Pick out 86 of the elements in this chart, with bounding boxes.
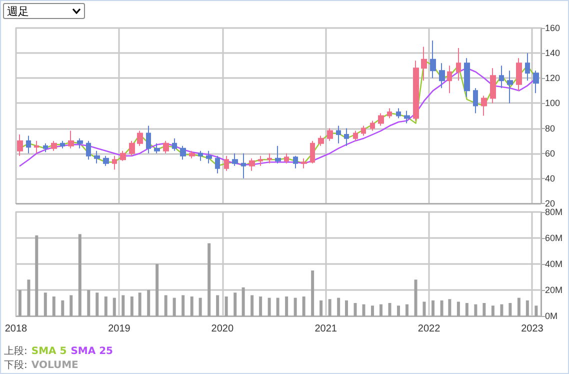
candlestick: [68, 130, 74, 149]
candlestick: [60, 140, 65, 149]
candlestick: [34, 140, 39, 154]
candlestick: [318, 135, 324, 146]
candlestick: [198, 150, 203, 162]
candlestick: [439, 62, 445, 89]
y-tick-label: 80M: [545, 207, 563, 217]
candlestick: [112, 155, 117, 170]
candlestick: [137, 130, 143, 146]
y-tick-label: 120: [545, 73, 560, 84]
candlestick: [189, 150, 195, 159]
candlestick: [301, 158, 307, 169]
x-tick-label: 2021: [314, 324, 338, 334]
candlestick: [77, 138, 83, 149]
text: 上段:: [4, 346, 28, 357]
candlestick: [353, 130, 358, 142]
candlestick: [293, 155, 298, 169]
text: SMA 5: [31, 346, 67, 357]
candlestick: [224, 155, 229, 172]
candlestick: [447, 65, 452, 94]
candlestick: [310, 140, 315, 164]
candlestick: [370, 120, 375, 132]
x-tick-label: 2023: [521, 324, 544, 334]
candlestick: [146, 125, 151, 154]
candlestick: [473, 88, 478, 114]
y-tick-label: 80: [545, 123, 556, 134]
candlestick: [163, 140, 169, 154]
candlestick: [180, 145, 186, 160]
candlestick: [206, 150, 212, 164]
text: VOLUME: [31, 360, 78, 371]
candlestick: [267, 152, 272, 164]
candlestick: [344, 128, 349, 146]
candlestick: [241, 152, 246, 179]
text: 週足: [7, 5, 29, 18]
candlestick: [378, 112, 384, 126]
candlestick: [26, 135, 31, 154]
candlestick: [507, 70, 513, 104]
candlestick: [336, 125, 341, 144]
candlestick: [249, 158, 255, 172]
candlestick: [154, 142, 160, 154]
y-tick-label: 20M: [545, 285, 563, 295]
candlestick: [327, 128, 333, 142]
candlestick: [499, 65, 504, 89]
candlestick: [43, 142, 48, 153]
candlestick: [430, 40, 436, 79]
candlestick: [284, 152, 289, 164]
y-tick-label: 40: [545, 173, 556, 184]
candlestick: [172, 138, 177, 152]
candlestick: [51, 140, 57, 152]
y-tick-label: 60M: [545, 233, 563, 243]
candlestick: [94, 150, 100, 164]
y-tick-label: 0M: [545, 311, 558, 321]
candlestick: [481, 95, 487, 116]
y-tick-label: 60: [545, 148, 556, 158]
candlestick: [490, 68, 496, 104]
x-tick-label: 2018: [4, 324, 28, 334]
candlestick: [413, 60, 419, 122]
y-tick-label: 20: [545, 198, 556, 208]
candlestick: [120, 150, 126, 162]
candlestick: [396, 108, 401, 119]
candlestick: [516, 58, 522, 92]
candlestick: [464, 58, 470, 98]
text: 下段:: [4, 360, 28, 371]
x-tick-label: 2019: [108, 324, 131, 334]
candlestick: [232, 152, 238, 166]
candlestick: [86, 140, 91, 160]
candlestick: [387, 108, 392, 119]
x-tick-label: 2022: [418, 324, 441, 334]
candlestick: [525, 52, 530, 82]
candlestick: [421, 46, 427, 82]
candlestick: [129, 140, 135, 156]
candlestick: [103, 155, 109, 166]
candlestick: [17, 134, 23, 156]
y-tick-label: 40M: [545, 259, 563, 269]
candlestick: [275, 145, 281, 164]
candlestick: [215, 155, 220, 174]
candlestick: [404, 110, 410, 124]
candlestick: [258, 155, 263, 166]
text: SMA 25: [70, 346, 114, 357]
candlestick: [533, 70, 539, 94]
candlestick: [361, 125, 366, 136]
candlestick: [456, 48, 461, 82]
y-tick-label: 160: [545, 23, 560, 33]
y-tick-label: 140: [545, 48, 560, 58]
y-tick-label: 100: [545, 98, 560, 108]
x-tick-label: 2020: [211, 324, 234, 334]
